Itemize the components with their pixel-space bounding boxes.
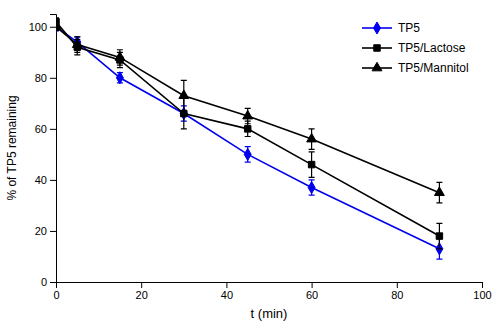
series (56, 21, 443, 259)
legend-marker (374, 22, 381, 34)
x-tick: 40 (221, 282, 233, 301)
x-tick-mark (482, 282, 483, 288)
error-bar (436, 223, 442, 249)
x-axis: 0 20 40 60 80 100 (53, 282, 491, 301)
y-tick-mark (50, 180, 56, 181)
x-tick-label: 40 (221, 289, 233, 301)
series-line (56, 27, 439, 193)
series-line (56, 22, 439, 236)
point (116, 72, 123, 84)
point (244, 148, 251, 160)
y-tick: 0 (41, 276, 56, 288)
point (243, 110, 253, 119)
x-tick: 80 (391, 282, 403, 301)
y-tick: 80 (35, 72, 56, 84)
y-tick-label: 20 (35, 225, 47, 237)
point (115, 52, 125, 61)
y-tick-mark (50, 27, 56, 28)
y-tick-label: 0 (41, 276, 47, 288)
legend-item: TP5/Mannitol (362, 61, 469, 75)
legend-label: TP5/Mannitol (398, 61, 469, 75)
y-tick: 20 (35, 225, 56, 237)
x-tick-mark (397, 282, 398, 288)
x-tick-label: 100 (473, 289, 491, 301)
y-tick-mark (50, 129, 56, 130)
x-tick: 20 (136, 282, 148, 301)
series (56, 18, 443, 249)
y-tick: 40 (35, 174, 56, 186)
y-tick: 100 (29, 21, 56, 33)
point (434, 187, 444, 196)
series-line (56, 27, 439, 249)
y-tick-label: 100 (29, 21, 47, 33)
point (72, 39, 82, 48)
point (56, 21, 61, 30)
legend: TP5 TP5/Lactose TP5/Mannitol (362, 21, 469, 75)
legend-marker (374, 45, 380, 51)
legend-item: TP5/Lactose (362, 41, 466, 55)
point (308, 161, 314, 167)
plot: 020406080100020406080100TP5TP5/LactoseTP… (29, 15, 492, 301)
series (56, 21, 444, 203)
chart: 020406080100020406080100TP5TP5/LactoseTP… (0, 0, 500, 326)
point (308, 182, 315, 194)
point (436, 233, 442, 239)
x-tick-mark (226, 282, 227, 288)
x-tick: 60 (306, 282, 318, 301)
point (179, 90, 189, 99)
y-tick: 60 (35, 123, 56, 135)
x-axis-title: t (min) (251, 306, 288, 321)
y-tick-mark (50, 78, 56, 79)
y-tick-label: 60 (35, 123, 47, 135)
x-tick: 0 (53, 282, 59, 301)
error-bar (117, 73, 123, 83)
y-axis-title: % of TP5 remaining (5, 95, 19, 200)
y-axis: 0 20 40 60 80 100 (29, 15, 57, 289)
x-tick-label: 60 (306, 289, 318, 301)
x-tick-label: 80 (391, 289, 403, 301)
x-tick-label: 20 (136, 289, 148, 301)
legend-label: TP5/Lactose (398, 41, 466, 55)
y-tick-label: 80 (35, 72, 47, 84)
marks (56, 18, 444, 259)
y-axis-line (50, 15, 57, 283)
x-tick-label: 0 (53, 289, 59, 301)
error-bar (309, 152, 315, 178)
legend-item: TP5 (362, 21, 420, 35)
x-tick-mark (312, 282, 313, 288)
y-tick-mark (50, 282, 56, 283)
x-tick: 100 (473, 282, 491, 301)
x-axis-line (57, 283, 483, 289)
x-tick-mark (141, 282, 142, 288)
point (307, 133, 317, 142)
legend-label: TP5 (398, 21, 420, 35)
point (244, 126, 250, 132)
error-bar (309, 180, 315, 195)
legend-marker (372, 62, 382, 71)
y-tick-label: 40 (35, 174, 47, 186)
y-tick-mark (50, 231, 56, 232)
error-bar (245, 147, 251, 162)
